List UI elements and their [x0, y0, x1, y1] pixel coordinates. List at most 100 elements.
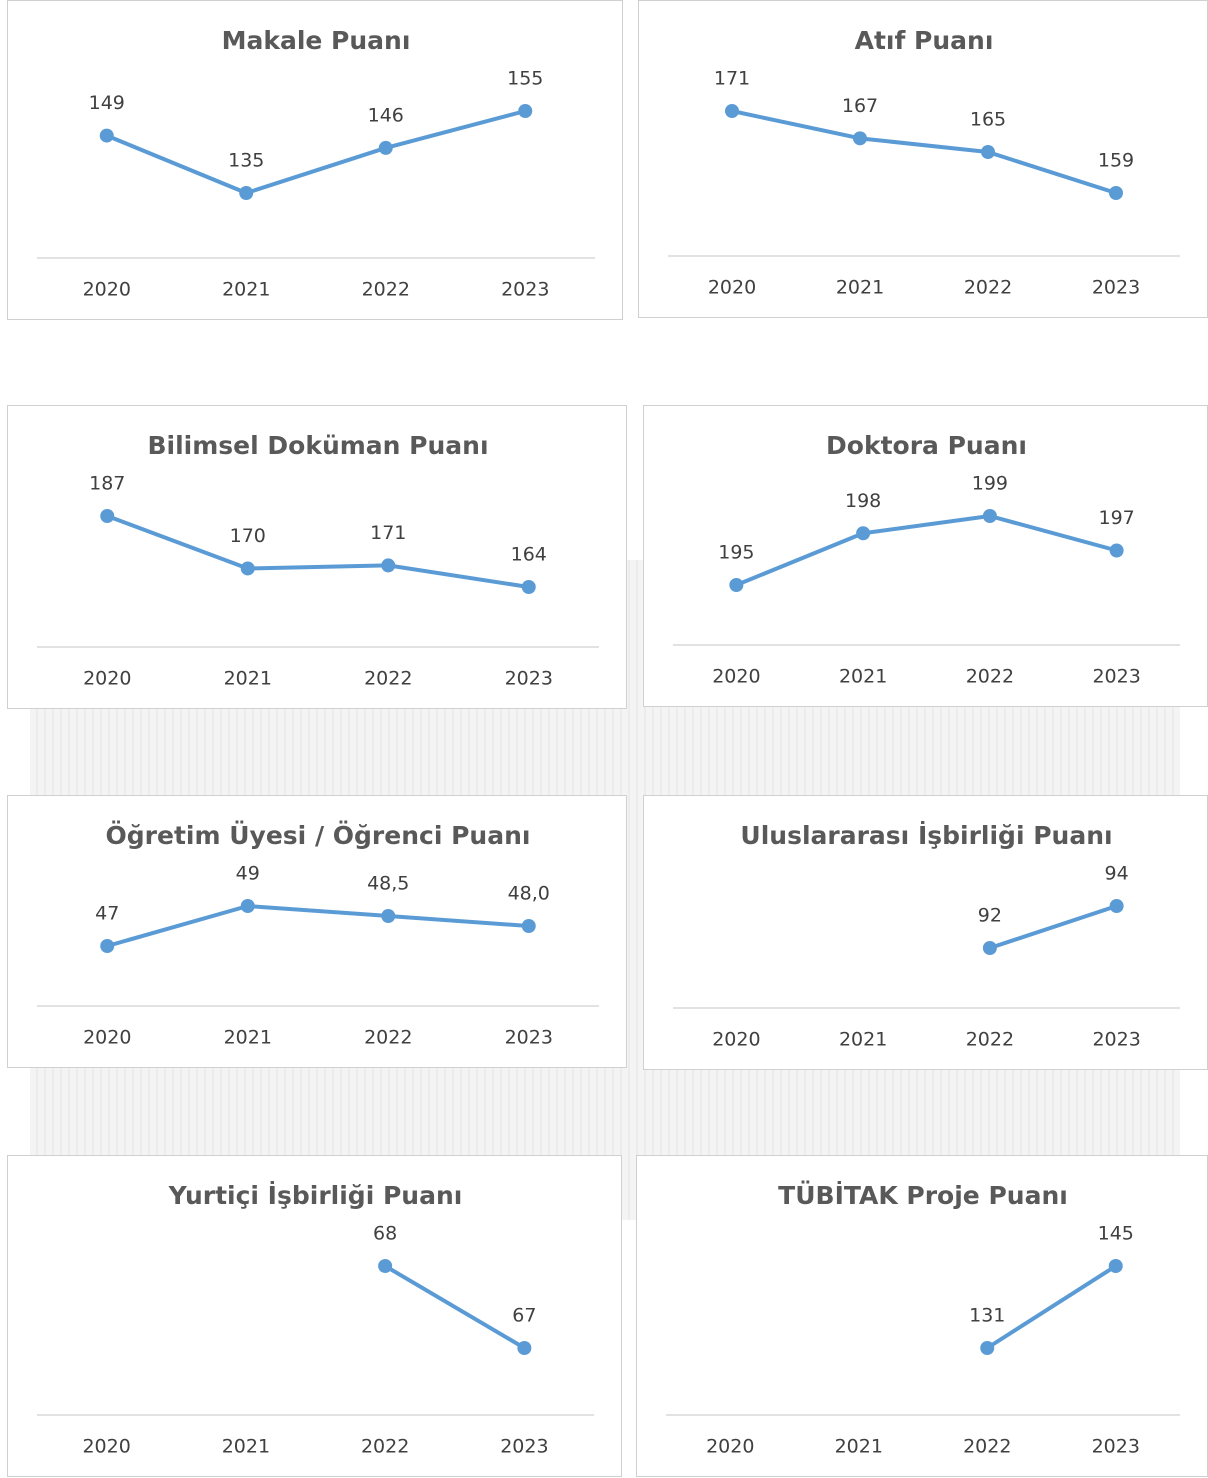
marker [379, 141, 393, 155]
data-label: 146 [368, 104, 404, 126]
marker [983, 509, 997, 523]
chart-title: Makale Puanı [222, 26, 411, 55]
marker [378, 1259, 392, 1273]
data-label: 47 [95, 903, 119, 925]
line [107, 516, 529, 587]
data-label: 195 [718, 542, 754, 564]
data-label: 145 [1098, 1223, 1134, 1245]
line [385, 1266, 524, 1348]
data-label: 155 [507, 68, 543, 90]
x-tick-label: 2021 [839, 666, 887, 688]
x-tick-label: 2020 [83, 668, 131, 690]
x-tick-label: 2022 [362, 279, 410, 301]
x-tick-label: 2021 [222, 279, 270, 301]
x-tick-label: 2023 [1092, 277, 1140, 299]
line [736, 516, 1116, 585]
x-tick-label: 2022 [364, 1027, 412, 1049]
x-tick-label: 2020 [708, 277, 756, 299]
chart-title: TÜBİTAK Proje Puanı [778, 1180, 1068, 1210]
x-tick-label: 2020 [706, 1436, 754, 1458]
x-tick-label: 2023 [1092, 1029, 1140, 1051]
marker [239, 186, 253, 200]
chart-title: Öğretim Üyesi / Öğrenci Puanı [106, 820, 531, 850]
chart: Uluslararası İşbirliği Puanı 2020 2021 2022… [644, 796, 1208, 1071]
x-tick-label: 2023 [505, 1027, 553, 1049]
data-label: 199 [972, 473, 1008, 495]
marker [241, 561, 255, 575]
marker [100, 939, 114, 953]
x-tick-label: 2022 [966, 666, 1014, 688]
x-tick-label: 2021 [836, 277, 884, 299]
marker [981, 145, 995, 159]
x-tick-label: 2023 [1092, 666, 1140, 688]
page: (() => { const data = JSON.parse(documen… [0, 0, 1208, 1477]
marker [1109, 1259, 1123, 1273]
chart-title: Doktora Puanı [826, 431, 1027, 460]
line [990, 906, 1117, 948]
data-label: 197 [1098, 507, 1134, 529]
data-label: 164 [511, 544, 547, 566]
x-tick-label: 2022 [963, 1436, 1011, 1458]
x-tick-label: 2022 [966, 1029, 1014, 1051]
data-label: 198 [845, 490, 881, 512]
x-tick-label: 2021 [224, 668, 272, 690]
line [107, 111, 526, 193]
data-label: 165 [970, 109, 1006, 131]
marker [241, 899, 255, 913]
x-tick-label: 2022 [364, 668, 412, 690]
marker [1110, 544, 1124, 558]
marker [980, 1341, 994, 1355]
chart-title: Atıf Puanı [855, 26, 994, 55]
data-label: 68 [373, 1223, 397, 1245]
marker [729, 578, 743, 592]
marker [856, 526, 870, 540]
x-tick-label: 2020 [83, 1027, 131, 1049]
x-tick-label: 2021 [839, 1029, 887, 1051]
x-tick-label: 2022 [361, 1436, 409, 1458]
x-tick-label: 2021 [224, 1027, 272, 1049]
chart-title: Yurtiçi İşbirliği Puanı [168, 1180, 463, 1210]
x-tick-label: 2021 [222, 1436, 270, 1458]
x-tick-label: 2023 [505, 668, 553, 690]
marker [983, 941, 997, 955]
x-tick-label: 2020 [712, 1029, 760, 1051]
data-label: 67 [512, 1305, 536, 1327]
data-label: 92 [978, 905, 1002, 927]
marker [381, 909, 395, 923]
data-label: 170 [230, 525, 266, 547]
marker [522, 580, 536, 594]
chart-card: Uluslararası İşbirliği Puanı 2020 2021 2022… [643, 795, 1208, 1070]
data-label: 94 [1105, 863, 1129, 885]
data-label: 159 [1098, 150, 1134, 172]
marker [100, 509, 114, 523]
data-label: 167 [842, 95, 878, 117]
data-label: 187 [89, 473, 125, 495]
data-label: 48,5 [367, 873, 409, 895]
line [107, 906, 529, 946]
x-tick-label: 2023 [1092, 1436, 1140, 1458]
marker [100, 129, 114, 143]
data-label: 131 [969, 1305, 1005, 1327]
data-label: 171 [714, 68, 750, 90]
chart: Öğretim Üyesi / Öğrenci Puanı 2020 2021 202… [8, 796, 628, 1069]
chart-title: Uluslararası İşbirliği Puanı [740, 820, 1112, 850]
chart-card: Öğretim Üyesi / Öğrenci Puanı 2020 2021 202… [7, 795, 627, 1068]
marker [517, 1341, 531, 1355]
marker [853, 131, 867, 145]
data-label: 135 [228, 150, 264, 172]
data-label: 49 [236, 863, 260, 885]
line [732, 111, 1116, 193]
data-label: 48,0 [508, 883, 550, 905]
x-tick-label: 2020 [82, 1436, 130, 1458]
